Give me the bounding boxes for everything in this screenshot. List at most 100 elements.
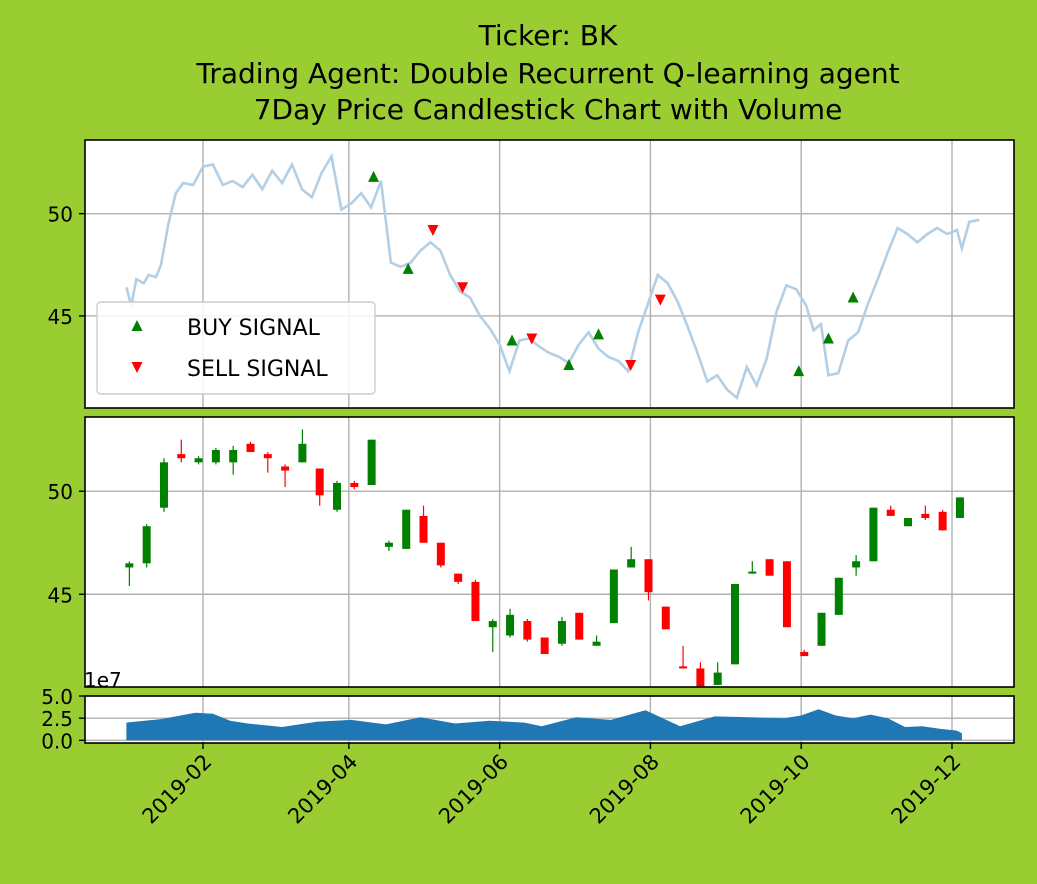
volume-offset-label: 1e7 [84,668,122,692]
candle [229,445,238,475]
chart-title-agent: Trading Agent: Double Recurrent Q-learni… [195,57,899,90]
candle-body [575,612,584,640]
candle [177,439,186,463]
candle [402,509,411,549]
candle [125,561,134,587]
candle-body [609,569,618,624]
candle-body [125,563,134,568]
candle [765,559,774,576]
candle [730,583,739,665]
candle [454,573,463,584]
y-tick-label: 45 [48,305,73,329]
candle-body [384,542,393,547]
y-tick-label: 50 [48,203,73,227]
candle [869,507,878,562]
candle [921,505,930,521]
x-tick-label: 2019-06 [434,750,513,829]
candle [333,480,342,512]
buy-signal-marker [847,291,859,303]
candle-body [696,668,705,687]
x-tick-label: 2019-04 [283,750,362,829]
candle-body [748,571,757,574]
buy-signal-marker [593,328,605,340]
candle-body [730,583,739,665]
chart-title-description: 7Day Price Candlestick Chart with Volume [254,93,843,126]
candle-body [921,513,930,518]
candle-body [644,559,653,593]
candle-body [800,651,809,657]
sell-signal-marker [526,333,538,345]
candle-body [419,515,428,543]
candle [298,429,307,463]
candle-body [315,468,324,496]
candle-body [817,612,826,646]
candle [852,555,861,576]
candle-body [523,621,532,640]
candle-body [159,462,168,508]
legend-buy-marker [131,320,143,331]
date-axis: 2019-02 2019-04 2019-06 2019-08 2019-10 2019-… [138,743,966,829]
candle-panel-background [85,417,1014,687]
candle [211,447,220,465]
y-tick-label: 5.0 [41,685,73,709]
candle [488,618,497,652]
sell-signal-marker [427,225,439,237]
candle-panel-grid [85,417,1014,687]
candle-body [540,637,549,655]
x-tick-label: 2019-10 [736,750,815,829]
candle [679,645,688,669]
candle-body [471,581,480,622]
legend-box [96,301,376,395]
y-tick-label: 45 [48,583,73,607]
y-tick-label: 0.0 [41,729,73,753]
candle-body [955,497,964,518]
candle [246,441,255,453]
buy-signal-marker [368,170,380,182]
volume-panel: 0.02.55.0 1e7 [41,668,1015,753]
candle-body [886,509,895,516]
candle [817,612,826,646]
candle [661,606,670,630]
candle [384,540,393,551]
legend-sell-label: SELL SIGNAL [187,357,328,382]
x-tick-label: 2019-12 [887,750,966,829]
candle [696,662,705,687]
candle [575,612,584,640]
candle [540,637,549,655]
candle-body [402,509,411,549]
candle [904,517,913,527]
buy-signal-marker [402,262,414,274]
candle-body [298,443,307,463]
sell-signal-marker [457,282,469,294]
candle [592,635,601,646]
candle [471,579,480,622]
candle-body [454,573,463,582]
candle-body [627,559,636,568]
candle [263,452,272,473]
candle [557,616,566,646]
candle [506,608,515,638]
candle [955,497,964,518]
candle-body [938,511,947,531]
volume-panel-frame [84,695,1015,744]
candle-body [177,454,186,459]
candle [886,505,895,516]
legend-sell-marker [131,362,143,373]
buy-signal-marker [822,332,834,344]
candle-body [765,559,774,576]
candle [315,468,324,506]
candle [367,439,376,486]
candle-body [713,672,722,685]
candle [644,559,653,601]
candle-body [661,606,670,630]
candle [350,480,359,490]
legend-buy-label: BUY SIGNAL [187,316,321,341]
candle-body [852,561,861,568]
candle [419,505,428,543]
candle-body [506,614,515,636]
price-panel: 45 50 BUY SIGNAL SELL SIGNAL [48,139,1015,409]
candle-body [367,439,376,486]
candle-body [679,666,688,669]
legend: BUY SIGNAL SELL SIGNAL [96,301,376,395]
